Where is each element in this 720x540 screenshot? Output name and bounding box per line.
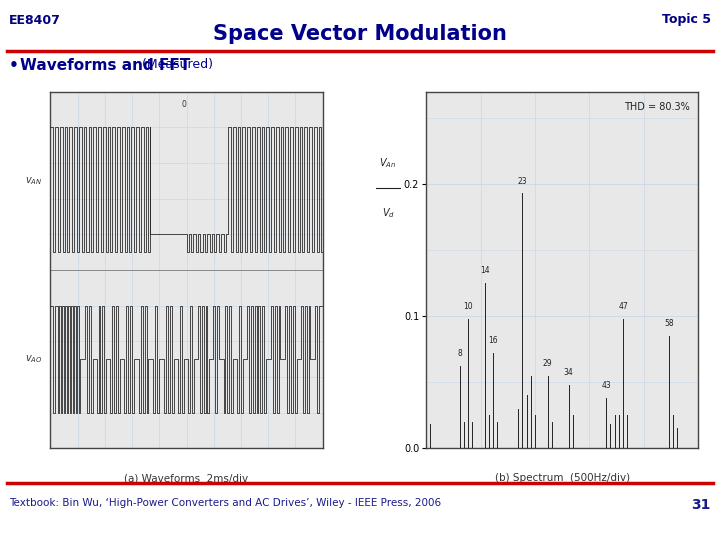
Text: THD = 80.3%: THD = 80.3% <box>624 103 690 112</box>
Text: 58: 58 <box>665 319 674 328</box>
Text: $v_{AN}$: $v_{AN}$ <box>25 175 42 187</box>
Text: Textbook: Bin Wu, ‘High-Power Converters and AC Drives’, Wiley - IEEE Press, 200: Textbook: Bin Wu, ‘High-Power Converters… <box>9 498 441 508</box>
Text: $V_d$: $V_d$ <box>382 206 395 220</box>
Text: 10: 10 <box>463 302 473 311</box>
Text: 34: 34 <box>564 368 573 377</box>
Text: 23: 23 <box>518 177 527 186</box>
Text: 0: 0 <box>181 100 186 109</box>
Text: 47: 47 <box>618 302 628 311</box>
Text: 43: 43 <box>601 381 611 390</box>
Text: (Measured): (Measured) <box>138 58 212 71</box>
Text: Topic 5: Topic 5 <box>662 14 711 26</box>
Text: 16: 16 <box>488 336 498 345</box>
Text: $v_{AO}$: $v_{AO}$ <box>25 353 42 365</box>
Text: (a) Waveforms  2ms/div: (a) Waveforms 2ms/div <box>125 473 248 483</box>
Text: 14: 14 <box>480 266 490 275</box>
Text: (b) Spectrum  (500Hz/div): (b) Spectrum (500Hz/div) <box>495 473 630 483</box>
Text: 8: 8 <box>457 349 462 359</box>
Text: 31: 31 <box>691 498 711 512</box>
Text: $V_{An}$: $V_{An}$ <box>379 157 397 170</box>
Text: Space Vector Modulation: Space Vector Modulation <box>213 24 507 44</box>
Text: •: • <box>9 58 24 73</box>
Text: EE8407: EE8407 <box>9 14 61 26</box>
Text: Waveforms and FFT: Waveforms and FFT <box>20 58 190 73</box>
Text: 29: 29 <box>543 359 552 368</box>
